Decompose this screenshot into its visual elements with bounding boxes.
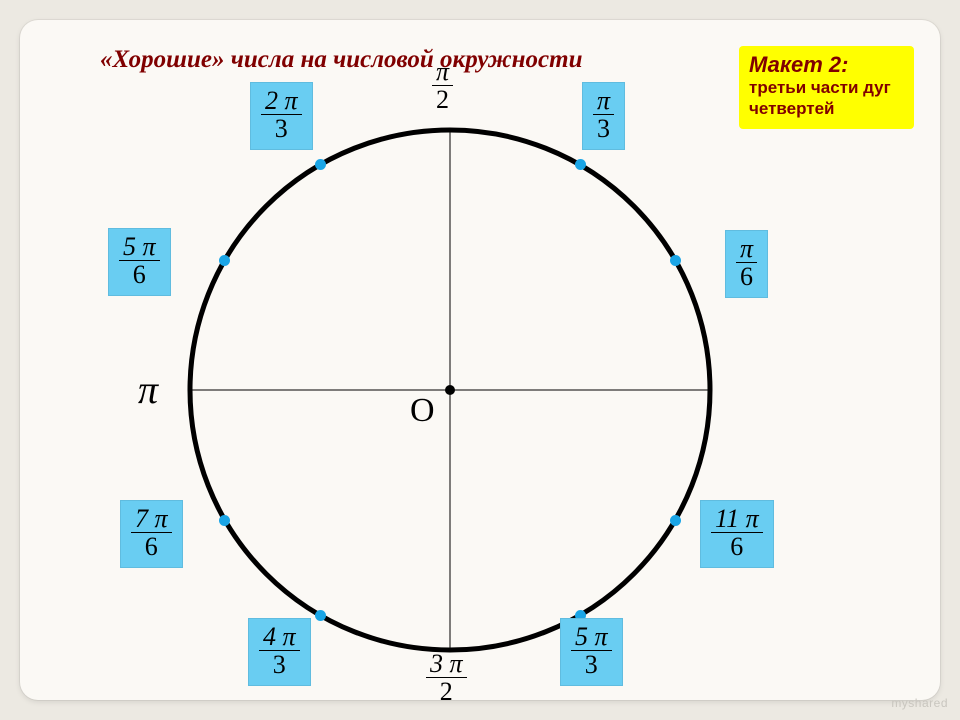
angle-label-2pi3: 2 π3 (250, 82, 313, 150)
angle-label-11pi6: 11 π6 (700, 500, 774, 568)
angle-dot (219, 255, 230, 266)
slide-title: «Хорошие» числа на числовой окружности (100, 46, 582, 74)
angle-dot (670, 255, 681, 266)
angle-dot (315, 610, 326, 621)
callout-head: Макет 2: (749, 52, 848, 77)
origin-dot (445, 385, 455, 395)
angle-label-7pi6: 7 π6 (120, 500, 183, 568)
angle-dot (575, 159, 586, 170)
watermark-text: myshared (891, 696, 948, 710)
angle-dot (219, 515, 230, 526)
page-root: «Хорошие» числа на числовой окружности М… (0, 0, 960, 720)
axis-label-top: π2 (432, 58, 453, 114)
callout-body: третьи части дуг четвертей (749, 78, 891, 117)
slide: «Хорошие» числа на числовой окружности М… (20, 20, 940, 700)
angle-label-pi6: π6 (725, 230, 768, 298)
angle-label-pi3: π3 (582, 82, 625, 150)
angle-label-5pi6: 5 π6 (108, 228, 171, 296)
pi-label: π (138, 366, 158, 413)
callout-box: Макет 2: третьи части дуг четвертей (739, 46, 914, 129)
angle-dot (670, 515, 681, 526)
origin-label: О (410, 392, 435, 430)
axis-label-bottom: 3 π2 (426, 650, 467, 706)
angle-label-4pi3: 4 π3 (248, 618, 311, 686)
angle-dot (315, 159, 326, 170)
angle-label-5pi3: 5 π3 (560, 618, 623, 686)
